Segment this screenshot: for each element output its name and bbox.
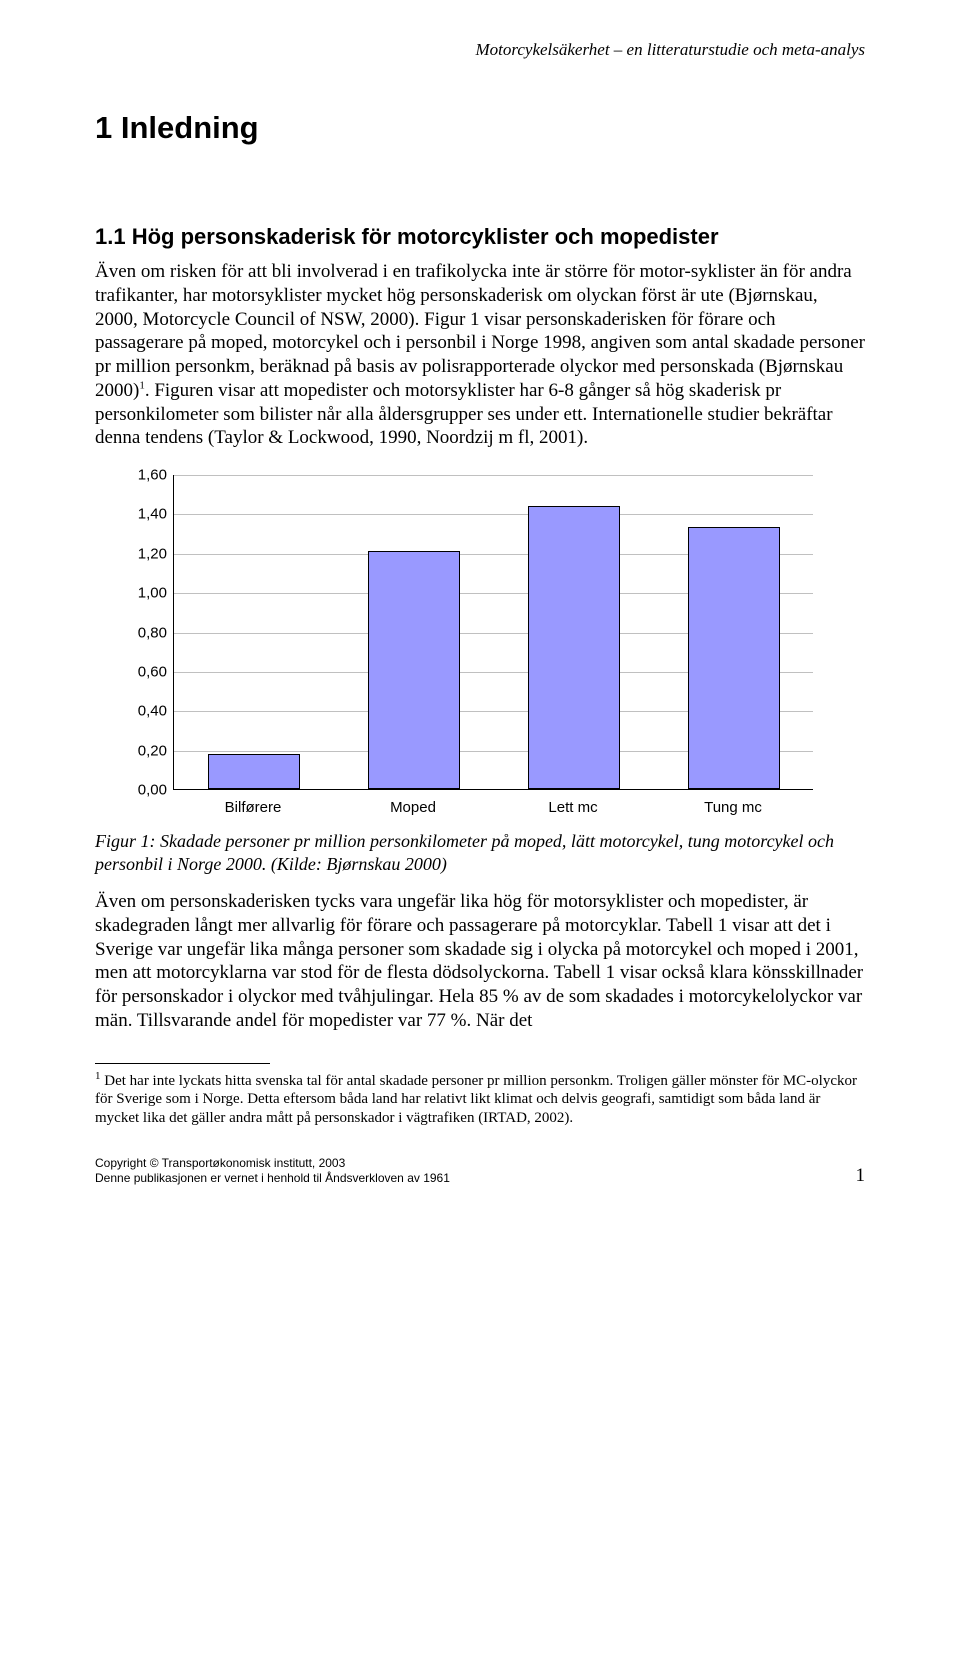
paragraph-1: Även om risken för att bli involverad i … xyxy=(95,260,865,450)
chart-ytick: 1,20 xyxy=(123,545,167,562)
chart-ytick: 1,00 xyxy=(123,585,167,602)
page-number: 1 xyxy=(856,1165,866,1187)
paragraph-2: Även om personskaderisken tycks vara ung… xyxy=(95,890,865,1033)
chart-ytick: 0,80 xyxy=(123,624,167,641)
footnote-text: Det har inte lyckats hitta svenska tal f… xyxy=(95,1073,857,1127)
chart-xtick: Tung mc xyxy=(704,799,762,816)
chart-bar xyxy=(528,506,621,790)
chart-xtick: Lett mc xyxy=(548,799,597,816)
page-footer: Copyright © Transportøkonomisk institutt… xyxy=(95,1156,865,1187)
chart-plot-area xyxy=(173,475,813,790)
chart-ytick: 0,60 xyxy=(123,663,167,680)
chart-xtick: Bilførere xyxy=(225,799,282,816)
para1-cont: . Figuren visar att mopedister och motor… xyxy=(95,380,833,449)
figure-1-chart: 0,00 0,20 0,40 0,60 0,80 1,00 1,20 1,40 1,60 Bilf… xyxy=(123,470,865,820)
chart-xtick: Moped xyxy=(390,799,436,816)
chart-bar xyxy=(368,551,461,789)
footer-rights: Denne publikasjonen er vernet i henhold … xyxy=(95,1171,450,1187)
chart-gridline xyxy=(174,514,813,515)
footnote-rule xyxy=(95,1063,270,1064)
running-header: Motorcykelsäkerhet – en litteraturstudie… xyxy=(95,40,865,60)
chart-ytick: 1,60 xyxy=(123,467,167,484)
chart-ytick: 0,20 xyxy=(123,742,167,759)
footnote-1: 1 Det har inte lyckats hitta svenska tal… xyxy=(95,1070,865,1128)
chart-ytick: 0,40 xyxy=(123,703,167,720)
chart-gridline xyxy=(174,475,813,476)
heading-2: 1.1 Hög personskaderisk för motorcyklist… xyxy=(95,224,865,250)
footer-copyright: Copyright © Transportøkonomisk institutt… xyxy=(95,1156,450,1172)
chart-ytick: 0,00 xyxy=(123,782,167,799)
heading-1: 1 Inledning xyxy=(95,110,865,146)
figure-1-caption: Figur 1: Skadade personer pr million per… xyxy=(95,830,865,875)
chart-bar xyxy=(688,527,781,789)
chart-ytick: 1,40 xyxy=(123,506,167,523)
chart-bar xyxy=(208,754,301,789)
